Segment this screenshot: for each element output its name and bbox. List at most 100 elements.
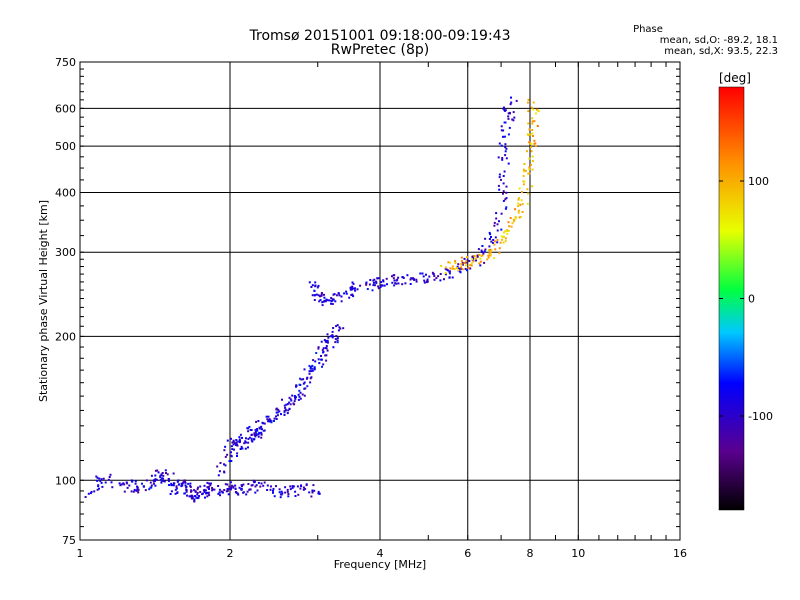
data-point — [111, 486, 114, 489]
data-point — [314, 284, 317, 287]
data-point — [217, 492, 220, 495]
data-point — [488, 252, 491, 255]
data-point — [231, 448, 234, 451]
data-point — [455, 267, 458, 269]
data-point — [509, 112, 511, 115]
data-point — [487, 256, 490, 259]
data-point — [423, 281, 426, 284]
data-point — [500, 212, 503, 215]
data-point — [466, 256, 468, 259]
data-point — [207, 486, 210, 489]
data-point — [325, 298, 328, 301]
data-point — [134, 482, 137, 485]
data-point — [334, 338, 337, 341]
data-point — [527, 98, 530, 101]
data-point — [306, 376, 309, 379]
data-point — [474, 257, 477, 260]
data-point — [320, 340, 323, 343]
data-point — [472, 260, 475, 263]
data-point — [211, 487, 214, 489]
data-point — [297, 493, 300, 496]
data-point — [199, 485, 202, 488]
data-point — [322, 363, 325, 366]
chart-subtitle: RwPretec (8p) — [331, 42, 429, 58]
data-point — [284, 409, 287, 412]
data-point — [184, 481, 187, 484]
data-point — [305, 484, 308, 487]
data-point — [507, 133, 510, 136]
data-point — [326, 349, 329, 352]
data-point — [504, 143, 507, 146]
data-point — [533, 120, 536, 123]
data-point — [465, 261, 468, 264]
data-point — [227, 493, 230, 496]
data-point — [460, 268, 463, 270]
data-point — [373, 284, 376, 287]
data-point — [507, 117, 510, 120]
data-point — [205, 492, 207, 495]
data-point — [297, 393, 300, 396]
data-point — [189, 482, 192, 485]
data-point — [253, 480, 256, 483]
data-point — [480, 249, 483, 252]
data-point — [177, 483, 180, 486]
data-point — [181, 482, 184, 485]
data-point — [104, 481, 107, 484]
data-point — [254, 431, 257, 433]
data-point — [238, 441, 241, 444]
data-point — [255, 484, 258, 487]
data-point — [528, 168, 531, 171]
data-point — [508, 126, 511, 129]
data-point — [217, 474, 220, 477]
data-point — [535, 145, 537, 148]
data-point — [254, 485, 257, 488]
data-point — [161, 472, 164, 474]
data-point — [236, 455, 238, 457]
data-points — [84, 96, 540, 503]
data-point — [294, 396, 297, 399]
data-point — [377, 285, 380, 288]
data-point — [248, 488, 251, 491]
data-point — [500, 235, 503, 238]
data-point — [422, 275, 425, 278]
data-point — [217, 485, 220, 487]
data-point — [381, 284, 384, 287]
data-point — [224, 464, 227, 467]
data-point — [300, 378, 303, 381]
data-point — [257, 433, 260, 436]
data-point — [226, 453, 229, 456]
data-point — [451, 276, 454, 279]
data-point — [302, 486, 305, 489]
data-point — [232, 443, 235, 446]
data-point — [479, 257, 482, 260]
data-point — [261, 428, 263, 431]
data-point — [291, 486, 294, 489]
data-point — [238, 436, 241, 439]
data-point — [406, 274, 409, 277]
data-point — [517, 198, 520, 201]
data-point — [275, 408, 278, 411]
data-point — [514, 216, 517, 219]
data-point — [468, 260, 471, 262]
data-point — [272, 489, 274, 492]
data-point — [518, 216, 521, 219]
data-point — [269, 419, 272, 422]
data-point — [505, 197, 508, 200]
data-point — [459, 270, 462, 273]
data-point — [397, 282, 400, 285]
data-point — [532, 108, 535, 111]
data-point — [527, 192, 530, 195]
data-point — [176, 491, 179, 494]
data-point — [502, 231, 505, 234]
data-point — [270, 485, 272, 488]
data-point — [474, 259, 477, 262]
data-point — [473, 255, 476, 257]
data-point — [170, 482, 173, 485]
data-point — [356, 288, 359, 291]
data-point — [206, 495, 209, 498]
data-point — [351, 287, 354, 290]
data-point — [311, 364, 314, 367]
data-point — [512, 218, 515, 221]
data-point — [136, 486, 139, 489]
data-point — [238, 486, 241, 489]
